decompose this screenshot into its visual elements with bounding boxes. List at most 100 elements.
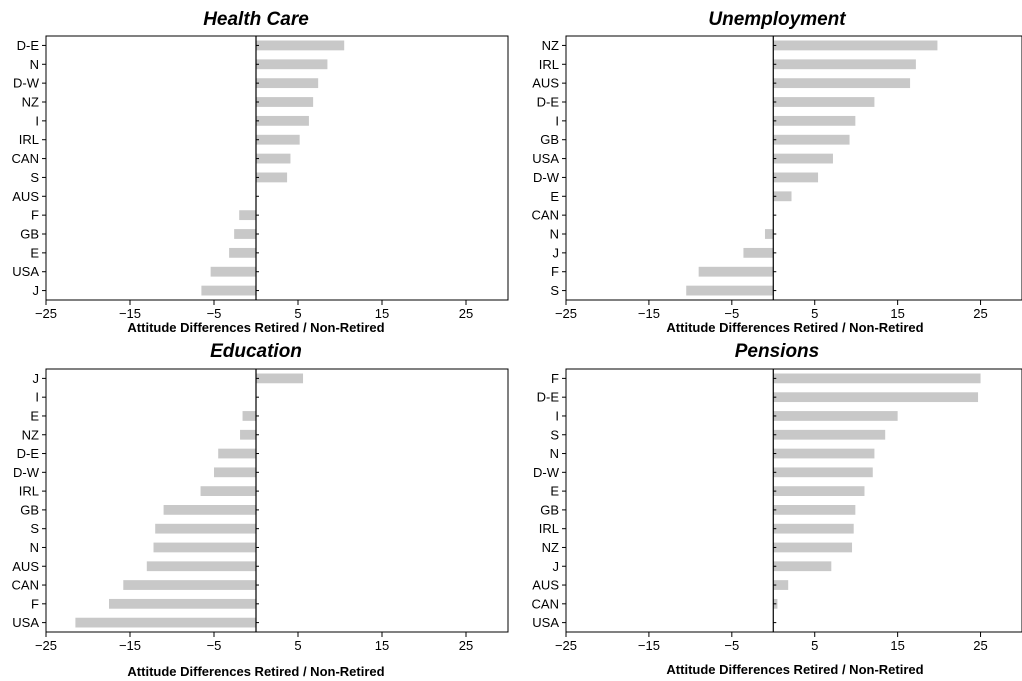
bar [773,467,873,478]
bar [773,134,850,145]
category-label: E [550,189,559,204]
bar [256,59,328,70]
plot-frame [565,35,1022,301]
bar [240,429,256,440]
category-label: S [30,521,39,536]
category-label: GB [540,132,559,147]
panel-title: Pensions [735,341,819,362]
bar [256,373,304,384]
bar [153,542,256,553]
category-label: AUS [532,76,559,91]
category-label: D-W [533,170,560,185]
x-tick-label: 5 [294,638,301,653]
bar [773,97,875,107]
x-tick-label: 15 [375,638,389,653]
category-label: IRL [19,132,39,147]
category-label: S [30,170,39,185]
category-label: D-W [13,465,40,480]
bar [201,285,256,296]
x-axis-label: Attitude Differences Retired / Non-Retir… [127,664,384,679]
x-tick-label: −5 [207,306,222,321]
bar [773,153,833,164]
bar [743,247,774,258]
x-tick-label: −25 [35,306,57,321]
category-label: N [550,227,559,242]
bar [256,153,291,164]
bar [256,172,288,183]
bar [229,247,256,258]
category-label: AUS [12,189,39,204]
x-tick-label: −15 [638,638,660,653]
bar [773,561,832,572]
category-label: J [553,245,560,260]
x-tick-label: −25 [555,638,577,653]
bar [256,115,309,126]
bar [773,191,792,202]
category-label: AUS [12,559,39,574]
x-tick-label: 15 [890,306,904,321]
bar [773,448,875,459]
category-label: I [555,113,559,128]
bar [123,580,256,590]
category-label: GB [20,502,39,517]
x-tick-label: 15 [375,306,389,321]
category-label: F [31,208,39,223]
bar [773,486,865,496]
category-label: CAN [532,208,559,223]
bar [109,598,256,609]
plot-frame [565,368,1022,633]
category-label: F [31,596,39,611]
category-label: IRL [539,521,559,536]
category-label: D-E [537,390,560,405]
category-label: NZ [542,38,559,53]
category-label: NZ [22,95,39,110]
plot-frame [45,368,509,633]
bar [218,448,256,459]
category-label: D-E [537,95,560,110]
bar [773,580,789,590]
category-label: GB [540,502,559,517]
category-label: E [30,408,39,423]
x-tick-label: 25 [459,306,473,321]
category-label: USA [12,264,39,279]
bar [239,210,256,221]
category-label: I [35,390,39,405]
bar [75,617,257,628]
category-label: USA [532,615,559,630]
category-label: E [550,484,559,499]
category-label: NZ [542,540,559,555]
category-label: AUS [532,578,559,593]
category-label: N [30,57,39,72]
bar [773,115,856,126]
bar [764,229,774,239]
bar [773,59,916,70]
bar [146,561,256,572]
category-label: USA [532,151,559,166]
x-tick-label: 25 [459,638,473,653]
x-tick-label: −15 [119,306,141,321]
bar [686,285,774,296]
panel-health-care: Health Care Attitude Differences Retired… [12,9,509,335]
bar [773,172,819,183]
bar [773,392,979,403]
category-label: GB [20,227,39,242]
panel-title: Education [210,341,302,362]
category-label: J [33,283,40,298]
category-label: I [555,408,559,423]
bar [256,40,345,51]
x-tick-label: −15 [119,638,141,653]
bar [163,505,256,515]
bar [773,411,898,421]
bar [773,505,856,515]
bar [210,266,256,277]
category-label: S [550,283,559,298]
bar [773,429,886,440]
x-tick-label: −25 [35,638,57,653]
bar [698,266,774,277]
panel-pensions: Pensions Attitude Differences Retired / … [532,341,1022,677]
x-tick-label: −15 [638,306,660,321]
bar [214,467,256,478]
bar [256,78,319,89]
x-tick-label: 5 [811,306,818,321]
